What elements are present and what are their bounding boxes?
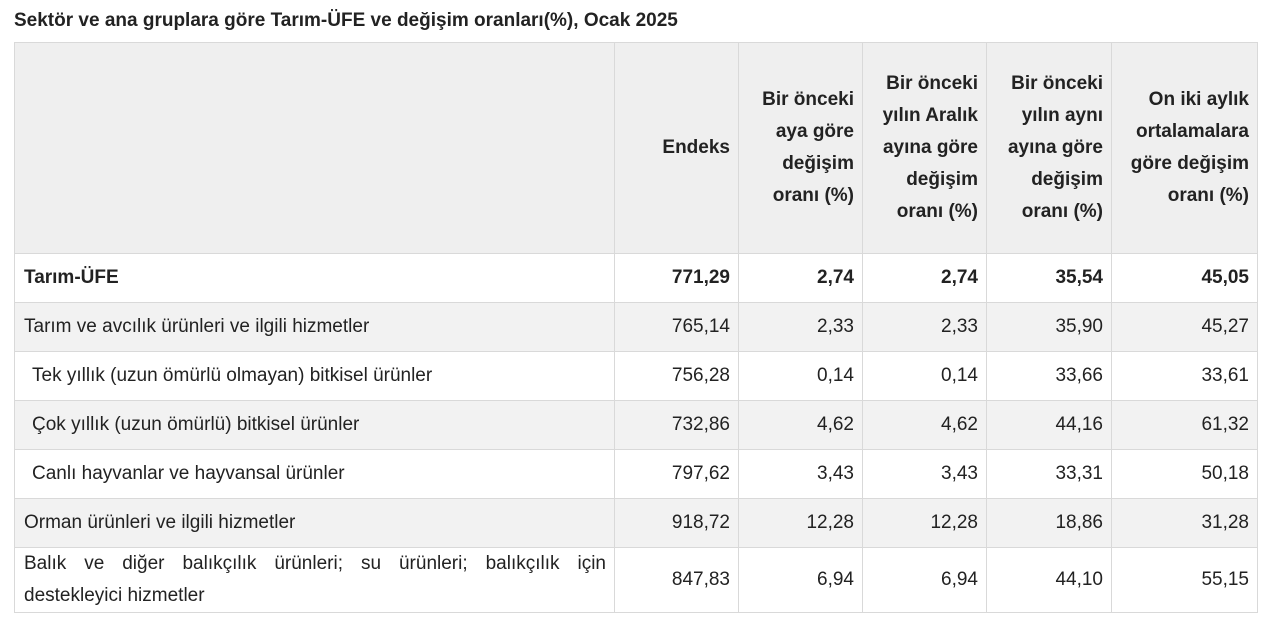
cell-endeks: 847,83 xyxy=(614,547,739,613)
cell-endeks: 918,72 xyxy=(614,498,739,548)
cell-annual-change: 35,54 xyxy=(986,253,1112,303)
cell-december-change: 3,43 xyxy=(862,449,987,499)
table-row: Tek yıllık (uzun ömürlü olmayan) bitkise… xyxy=(14,351,1258,401)
row-label: Canlı hayvanlar ve hayvansal ürünler xyxy=(14,449,615,499)
cell-december-change: 4,62 xyxy=(862,400,987,450)
table-row: Balık ve diğer balıkçılık ürünleri; su ü… xyxy=(14,547,1258,613)
header-label xyxy=(14,42,615,254)
cell-monthly-change: 3,43 xyxy=(738,449,863,499)
header-december-change: Bir önceki yılın Aralık ayına göre değiş… xyxy=(862,42,987,254)
cell-monthly-change: 6,94 xyxy=(738,547,863,613)
table-title: Sektör ve ana gruplara göre Tarım-ÜFE ve… xyxy=(14,10,678,31)
cell-average-change: 45,27 xyxy=(1111,302,1258,352)
row-label: Tarım-ÜFE xyxy=(14,253,615,303)
cell-endeks: 797,62 xyxy=(614,449,739,499)
cell-average-change: 31,28 xyxy=(1111,498,1258,548)
cell-monthly-change: 4,62 xyxy=(738,400,863,450)
row-label: Çok yıllık (uzun ömürlü) bitkisel ürünle… xyxy=(14,400,615,450)
table-row: Tarım-ÜFE 771,29 2,74 2,74 35,54 45,05 xyxy=(14,253,1258,303)
cell-endeks: 765,14 xyxy=(614,302,739,352)
cell-monthly-change: 0,14 xyxy=(738,351,863,401)
cell-average-change: 33,61 xyxy=(1111,351,1258,401)
cell-endeks: 756,28 xyxy=(614,351,739,401)
table-row: Tarım ve avcılık ürünleri ve ilgili hizm… xyxy=(14,302,1258,352)
cell-annual-change: 18,86 xyxy=(986,498,1112,548)
cell-december-change: 2,74 xyxy=(862,253,987,303)
cell-average-change: 55,15 xyxy=(1111,547,1258,613)
table-row: Çok yıllık (uzun ömürlü) bitkisel ürünle… xyxy=(14,400,1258,450)
cell-december-change: 12,28 xyxy=(862,498,987,548)
header-endeks: Endeks xyxy=(614,42,739,254)
row-label: Balık ve diğer balıkçılık ürünleri; su ü… xyxy=(14,547,615,613)
header-monthly-change: Bir önceki aya göre değişim oranı (%) xyxy=(738,42,863,254)
cell-annual-change: 44,10 xyxy=(986,547,1112,613)
cell-annual-change: 44,16 xyxy=(986,400,1112,450)
cell-monthly-change: 2,74 xyxy=(738,253,863,303)
row-label: Tek yıllık (uzun ömürlü olmayan) bitkise… xyxy=(14,351,615,401)
cell-december-change: 6,94 xyxy=(862,547,987,613)
cell-monthly-change: 2,33 xyxy=(738,302,863,352)
data-table: Endeks Bir önceki aya göre değişim oranı… xyxy=(14,42,1258,613)
table-header-row: Endeks Bir önceki aya göre değişim oranı… xyxy=(14,42,1258,254)
header-annual-change: Bir önceki yılın aynı ayına göre değişim… xyxy=(986,42,1112,254)
cell-annual-change: 33,31 xyxy=(986,449,1112,499)
row-label: Orman ürünleri ve ilgili hizmetler xyxy=(14,498,615,548)
cell-december-change: 2,33 xyxy=(862,302,987,352)
cell-annual-change: 33,66 xyxy=(986,351,1112,401)
header-average-change: On iki aylık ortalamalara göre değişim o… xyxy=(1111,42,1258,254)
table-row: Canlı hayvanlar ve hayvansal ürünler 797… xyxy=(14,449,1258,499)
cell-endeks: 732,86 xyxy=(614,400,739,450)
cell-average-change: 61,32 xyxy=(1111,400,1258,450)
cell-average-change: 45,05 xyxy=(1111,253,1258,303)
cell-annual-change: 35,90 xyxy=(986,302,1112,352)
cell-average-change: 50,18 xyxy=(1111,449,1258,499)
cell-endeks: 771,29 xyxy=(614,253,739,303)
cell-december-change: 0,14 xyxy=(862,351,987,401)
cell-monthly-change: 12,28 xyxy=(738,498,863,548)
table-row: Orman ürünleri ve ilgili hizmetler 918,7… xyxy=(14,498,1258,548)
row-label: Tarım ve avcılık ürünleri ve ilgili hizm… xyxy=(14,302,615,352)
